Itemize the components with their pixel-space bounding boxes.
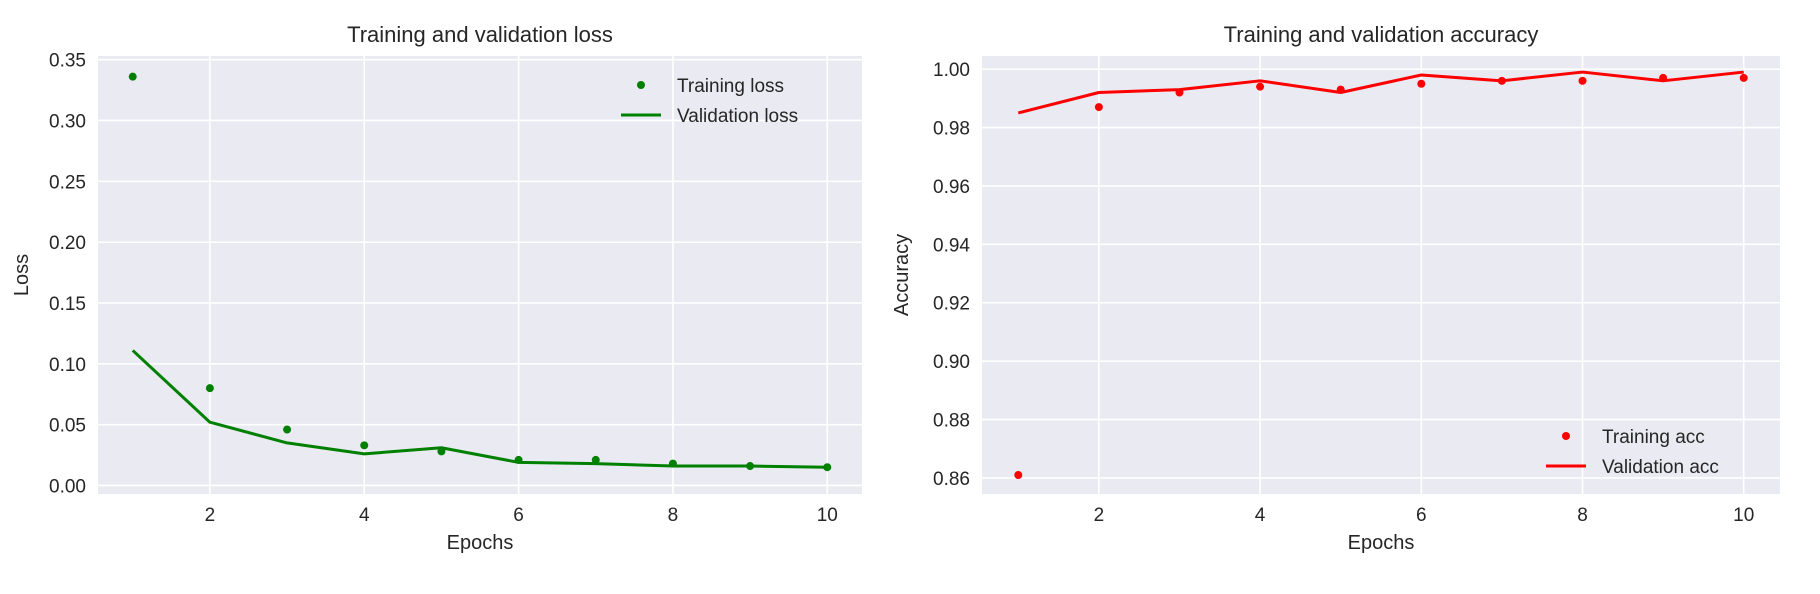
y-tick-label: 0.05 bbox=[49, 416, 86, 437]
data-point bbox=[283, 425, 292, 434]
legend-point-swatch bbox=[637, 81, 645, 89]
y-tick-label: 0.10 bbox=[49, 355, 86, 376]
x-tick-label: 2 bbox=[1094, 505, 1105, 526]
data-point bbox=[1014, 471, 1023, 480]
y-tick-label: 0.98 bbox=[933, 119, 970, 140]
x-axis-label: Epochs bbox=[447, 532, 514, 554]
chart-title: Training and validation accuracy bbox=[1224, 22, 1539, 47]
legend-label: Training acc bbox=[1602, 427, 1705, 448]
plot-area bbox=[98, 56, 862, 494]
y-tick-label: 0.88 bbox=[933, 411, 970, 432]
series-line bbox=[131, 349, 828, 469]
legend-point-swatch bbox=[1562, 432, 1570, 440]
data-point bbox=[1417, 79, 1426, 88]
x-tick-label: 10 bbox=[1733, 505, 1754, 526]
legend: Training loss Validation loss bbox=[621, 76, 798, 127]
data-point bbox=[1094, 103, 1103, 112]
legend-label: Validation acc bbox=[1602, 457, 1719, 478]
x-tick-label: 8 bbox=[668, 505, 679, 526]
legend-item: Training acc bbox=[1562, 427, 1705, 448]
y-tick-label: 1.00 bbox=[933, 60, 970, 81]
y-tick-label: 0.90 bbox=[933, 352, 970, 373]
chart-loss: 2 4 6 8 10 0.00 0.05 0.10 0.15 0.20 0.25 0.30 0.35 Tr… bbox=[11, 22, 862, 554]
data-point bbox=[591, 455, 600, 464]
series-validation-acc bbox=[1017, 70, 1744, 115]
y-tick-label: 0.25 bbox=[49, 172, 86, 193]
chart-title: Training and validation loss bbox=[347, 22, 613, 47]
legend-item: Validation loss bbox=[621, 106, 798, 127]
x-axis-label: Epochs bbox=[1348, 532, 1415, 554]
x-tick-label: 10 bbox=[817, 505, 838, 526]
y-tick-label: 0.30 bbox=[49, 111, 86, 132]
chart-accuracy: 2 4 6 8 10 0.86 0.88 0.90 0.92 0.94 0.96 0.98 1.00 Tr… bbox=[891, 22, 1780, 554]
y-tick-label: 0.15 bbox=[49, 294, 86, 315]
legend-label: Training loss bbox=[677, 76, 784, 97]
legend: Training acc Validation acc bbox=[1546, 427, 1719, 478]
x-tick-label: 4 bbox=[359, 505, 370, 526]
y-tick-label: 0.94 bbox=[933, 235, 970, 256]
data-point bbox=[128, 72, 137, 81]
legend-item: Validation acc bbox=[1546, 457, 1719, 478]
y-tick-label: 0.35 bbox=[49, 51, 86, 72]
x-tick-label: 2 bbox=[205, 505, 216, 526]
y-tick-label: 0.00 bbox=[49, 476, 86, 497]
x-tick-label: 6 bbox=[1416, 505, 1427, 526]
y-axis-label: Loss bbox=[11, 254, 33, 296]
data-point bbox=[1256, 82, 1265, 91]
legend-label: Validation loss bbox=[677, 106, 798, 127]
y-tick-label: 0.96 bbox=[933, 177, 970, 198]
plot-area bbox=[982, 56, 1780, 494]
data-point bbox=[360, 441, 369, 450]
x-tick-label: 6 bbox=[513, 505, 524, 526]
y-tick-label: 0.92 bbox=[933, 294, 970, 315]
y-tick-label: 0.86 bbox=[933, 469, 970, 490]
data-point bbox=[1739, 73, 1748, 82]
x-tick-label: 8 bbox=[1577, 505, 1588, 526]
series-line bbox=[1017, 70, 1744, 115]
x-tick-label: 4 bbox=[1255, 505, 1266, 526]
data-point bbox=[1578, 76, 1587, 85]
series-validation-loss bbox=[131, 349, 828, 469]
y-axis-label: Accuracy bbox=[891, 234, 913, 316]
data-point bbox=[205, 384, 214, 393]
y-tick-label: 0.20 bbox=[49, 233, 86, 254]
legend-item: Training loss bbox=[637, 76, 784, 97]
